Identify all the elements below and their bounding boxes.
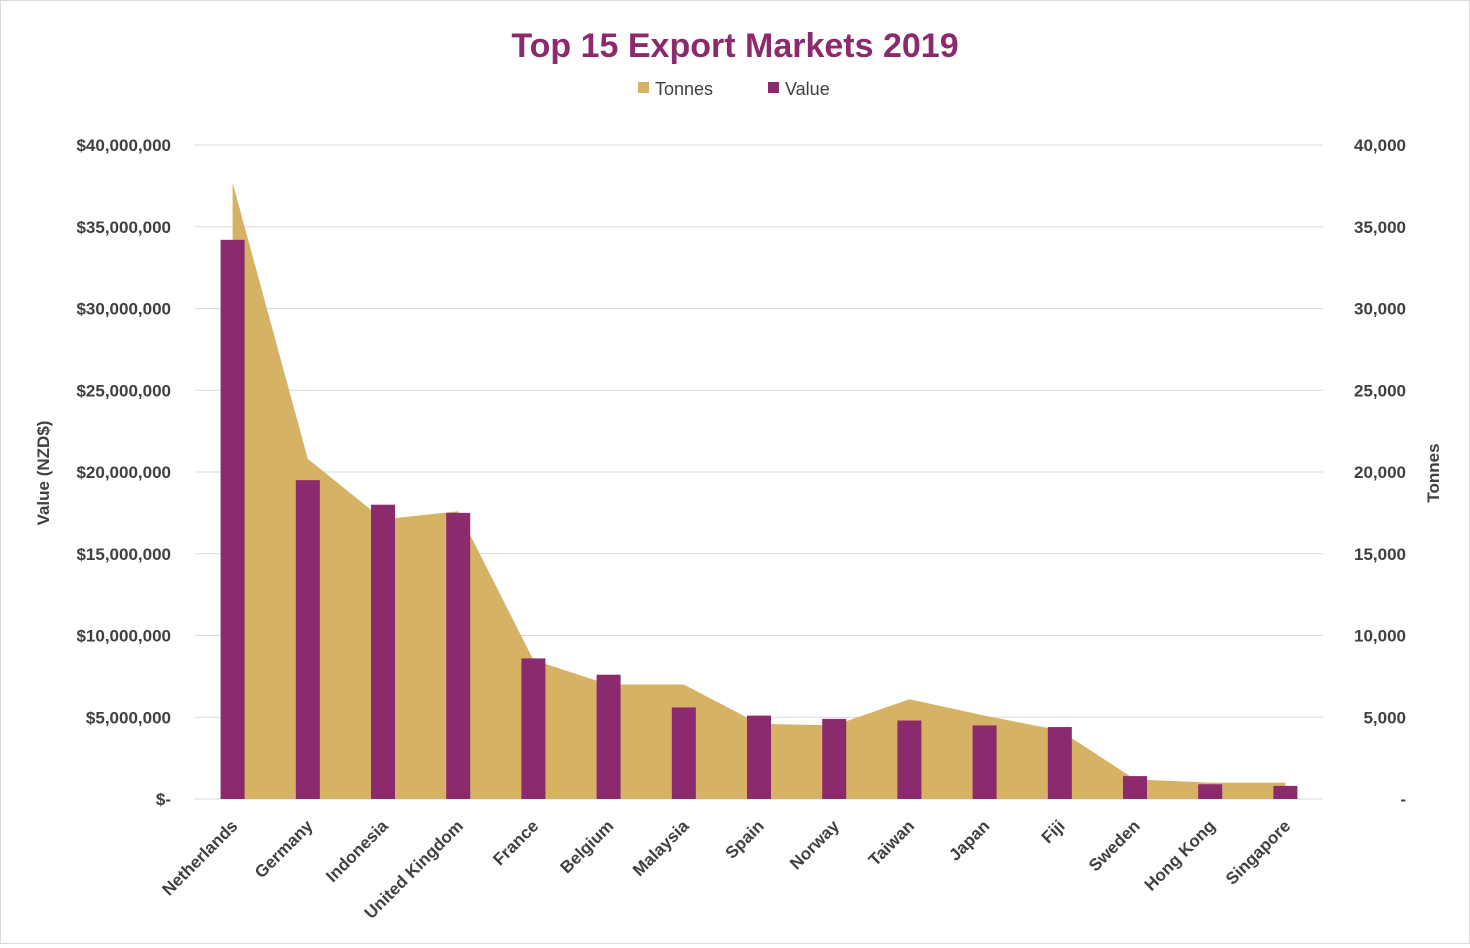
category-label: Hong Kong	[1141, 816, 1219, 894]
value-bar	[295, 480, 320, 799]
value-bar	[521, 658, 546, 799]
y2-axis-title: Tonnes	[1424, 443, 1443, 502]
y-tick-label: $35,000,000	[76, 218, 171, 237]
tonnes-area-layer	[232, 182, 1286, 800]
y-tick-label: $15,000,000	[76, 545, 171, 564]
legend: Tonnes Value	[638, 79, 830, 99]
legend-label-value: Value	[785, 79, 830, 99]
tonnes-area	[232, 182, 1286, 800]
y2-tick-label: -	[1400, 790, 1406, 809]
y-tick-label: $5,000,000	[86, 708, 171, 727]
legend-label-tonnes: Tonnes	[655, 79, 713, 99]
y-tick-label: $10,000,000	[76, 627, 171, 646]
category-label: Taiwan	[865, 816, 918, 869]
y-tick-label: $40,000,000	[76, 136, 171, 155]
value-bar	[1047, 727, 1072, 799]
legend-swatch-value	[768, 82, 779, 93]
value-bar	[596, 674, 621, 799]
chart-title: Top 15 Export Markets 2019	[511, 27, 958, 65]
category-label: Sweden	[1085, 816, 1144, 875]
y2-tick-label: 30,000	[1354, 300, 1406, 319]
right-axis-ticks: - 5,000 10,000 15,000 20,000 25,000 30,000 35,0…	[1354, 136, 1406, 809]
category-label: Spain	[722, 816, 768, 862]
category-label: Netherlands	[159, 816, 242, 899]
value-bar	[446, 512, 471, 799]
y-axis-title: Value (NZD$)	[34, 421, 53, 526]
legend-swatch-tonnes	[638, 82, 649, 93]
value-bar	[747, 715, 771, 799]
category-label: Belgium	[557, 816, 618, 877]
category-label: Malaysia	[629, 816, 693, 880]
value-bar	[972, 725, 997, 799]
category-label: Indonesia	[322, 816, 392, 886]
value-bar	[822, 718, 847, 799]
category-label: Japan	[945, 816, 993, 864]
y2-tick-label: 35,000	[1354, 218, 1406, 237]
y2-tick-label: 25,000	[1354, 381, 1406, 400]
y2-tick-label: 20,000	[1354, 463, 1406, 482]
y-tick-label: $25,000,000	[76, 381, 171, 400]
category-label: France	[489, 816, 542, 869]
category-label: Germany	[251, 816, 317, 882]
y-tick-label: $-	[156, 790, 171, 809]
category-label: Fiji	[1038, 816, 1069, 847]
value-bar	[671, 707, 696, 799]
value-bars-layer	[220, 239, 1298, 799]
y-tick-label: $20,000,000	[76, 463, 171, 482]
value-bar	[1198, 784, 1223, 799]
value-bar	[1273, 785, 1298, 799]
value-bar	[371, 504, 395, 799]
left-axis-ticks: $- $5,000,000 $10,000,000 $15,000,000 $20,00…	[76, 136, 171, 809]
value-bar	[1123, 776, 1147, 799]
y2-tick-label: 15,000	[1354, 545, 1406, 564]
value-bar	[897, 720, 922, 799]
category-label: Norway	[786, 816, 843, 873]
y-tick-label: $30,000,000	[76, 300, 171, 319]
y2-tick-label: 5,000	[1363, 708, 1406, 727]
y2-tick-label: 10,000	[1354, 627, 1406, 646]
y2-tick-label: 40,000	[1354, 136, 1406, 155]
value-bar	[220, 239, 245, 799]
category-label: Singapore	[1222, 816, 1294, 888]
